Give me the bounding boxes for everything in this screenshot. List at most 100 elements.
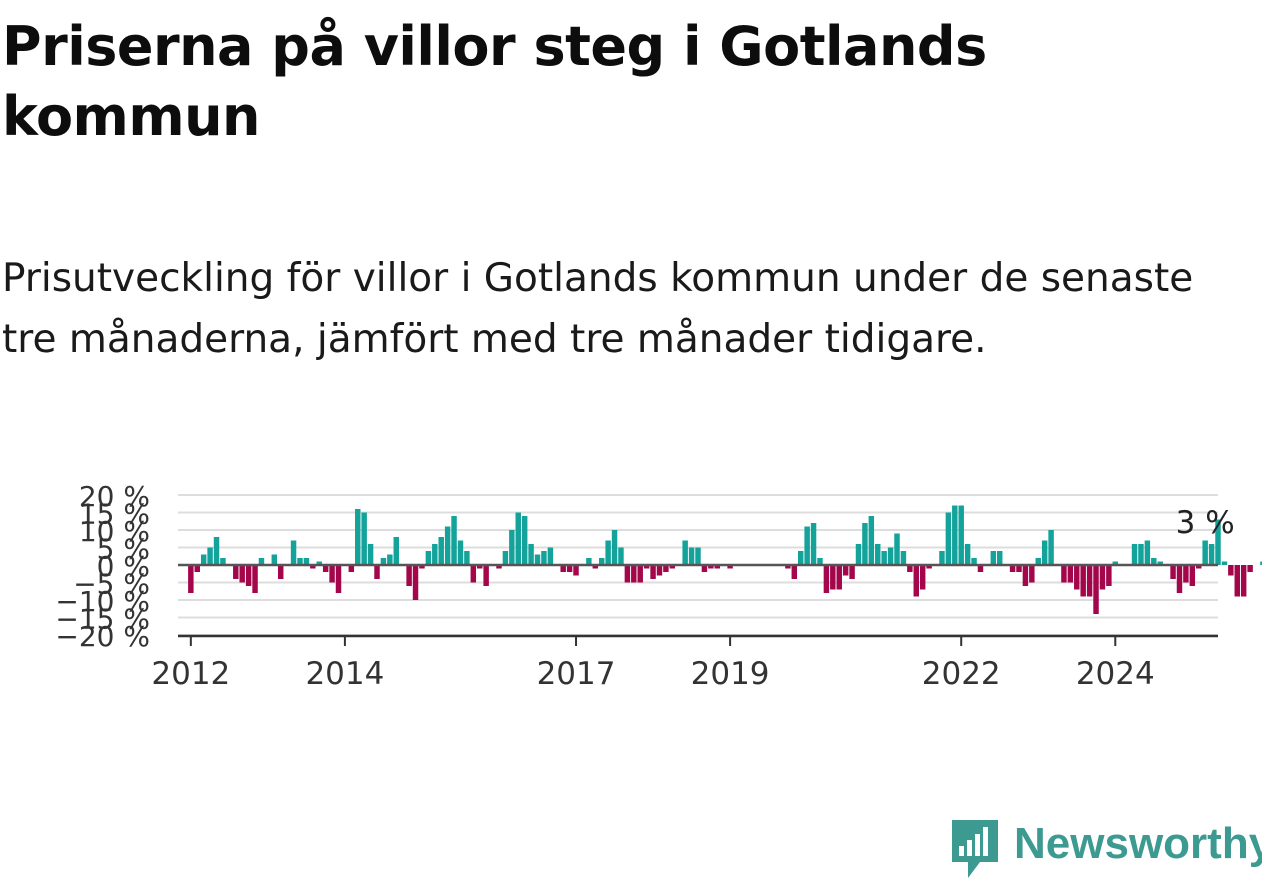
y-tick-label: −5 % bbox=[73, 568, 150, 601]
data-bar bbox=[1157, 561, 1163, 565]
data-bar bbox=[1183, 565, 1189, 583]
bar-chart-badge-icon bbox=[952, 820, 998, 878]
data-bar bbox=[1041, 540, 1048, 565]
data-bar bbox=[233, 565, 239, 579]
data-bar bbox=[605, 540, 611, 565]
data-bar bbox=[509, 530, 515, 565]
data-bar bbox=[1234, 565, 1240, 597]
data-bar bbox=[875, 544, 881, 565]
data-bar bbox=[855, 544, 862, 565]
data-bar bbox=[823, 565, 830, 593]
data-bar bbox=[316, 561, 322, 565]
data-bar bbox=[1035, 558, 1041, 565]
x-tick-label: 2017 bbox=[537, 656, 616, 692]
data-bar bbox=[432, 544, 438, 565]
data-bar bbox=[894, 533, 900, 565]
data-bar bbox=[997, 551, 1003, 565]
data-bar bbox=[1176, 565, 1183, 593]
data-bar bbox=[1080, 565, 1086, 597]
data-bar bbox=[220, 558, 226, 565]
data-bar bbox=[1196, 565, 1202, 569]
data-bar bbox=[907, 565, 913, 572]
data-bar bbox=[1112, 561, 1119, 565]
bar-chart: 20 %15 %10 %5 %0 %−5 %−10 %−15 %−20 %201… bbox=[55, 480, 1262, 692]
data-bar bbox=[387, 554, 393, 565]
data-bar bbox=[477, 565, 483, 569]
data-bar bbox=[682, 540, 688, 565]
data-bar bbox=[643, 565, 650, 569]
data-bar bbox=[1221, 561, 1228, 565]
data-bar bbox=[252, 565, 258, 593]
data-bar bbox=[470, 565, 477, 583]
data-bar bbox=[586, 558, 592, 565]
data-bar bbox=[451, 516, 457, 565]
data-bar bbox=[521, 516, 528, 565]
data-bar bbox=[374, 565, 380, 579]
data-bar bbox=[502, 551, 509, 565]
data-bar bbox=[688, 547, 695, 565]
x-tick-label: 2022 bbox=[922, 656, 1001, 692]
data-bar bbox=[1074, 565, 1080, 590]
data-bar bbox=[464, 551, 470, 565]
data-bar bbox=[367, 544, 374, 565]
data-bar bbox=[393, 537, 399, 565]
data-bar bbox=[496, 565, 502, 569]
data-bar bbox=[1093, 565, 1099, 614]
data-bar bbox=[945, 512, 952, 565]
y-tick-label: 5 % bbox=[97, 533, 150, 566]
data-bar bbox=[1260, 561, 1262, 565]
data-bar bbox=[598, 558, 605, 565]
data-bar bbox=[541, 551, 547, 565]
data-bar bbox=[406, 565, 412, 586]
x-tick-label: 2014 bbox=[305, 656, 384, 692]
data-bar bbox=[310, 565, 316, 569]
data-bar bbox=[361, 512, 367, 565]
chart-title: Priserna på villor steg i Gotlands kommu… bbox=[2, 15, 987, 148]
data-bar bbox=[1009, 565, 1016, 572]
data-bar bbox=[271, 554, 278, 565]
data-bar bbox=[1240, 565, 1247, 597]
data-bar bbox=[618, 547, 624, 565]
data-bar bbox=[611, 530, 618, 565]
data-bar bbox=[939, 551, 945, 565]
data-bar bbox=[592, 565, 599, 569]
data-bar bbox=[810, 523, 817, 565]
data-bar bbox=[913, 565, 919, 597]
data-bar bbox=[714, 565, 720, 569]
data-bar bbox=[849, 565, 855, 579]
data-bar bbox=[977, 565, 984, 572]
data-bar bbox=[958, 505, 964, 565]
data-bar bbox=[1022, 565, 1029, 586]
data-bar bbox=[701, 565, 708, 572]
x-tick-label: 2012 bbox=[151, 656, 230, 692]
data-bar bbox=[1144, 540, 1151, 565]
data-bar bbox=[708, 565, 714, 569]
data-bar bbox=[277, 565, 284, 579]
y-tick-label: 15 % bbox=[79, 498, 150, 531]
chart-subtitle: Prisutveckling för villor i Gotlands kom… bbox=[2, 256, 1194, 362]
data-bar bbox=[348, 565, 355, 572]
data-bar bbox=[631, 565, 637, 583]
data-bar bbox=[695, 547, 701, 565]
data-bar bbox=[900, 551, 907, 565]
data-bar bbox=[483, 565, 489, 586]
data-bar bbox=[335, 565, 342, 593]
data-bar bbox=[1061, 565, 1067, 583]
data-bar bbox=[881, 551, 887, 565]
data-bar bbox=[1215, 519, 1221, 565]
data-bar bbox=[1029, 565, 1035, 583]
data-bar bbox=[245, 565, 252, 586]
data-bar bbox=[457, 540, 464, 565]
data-bar bbox=[297, 558, 303, 565]
data-bar bbox=[804, 526, 810, 565]
data-bar bbox=[419, 565, 425, 569]
data-bar bbox=[663, 565, 669, 572]
data-bar bbox=[239, 565, 245, 583]
data-bar bbox=[329, 565, 335, 583]
y-tick-label: 20 % bbox=[79, 480, 150, 513]
y-tick-label: 10 % bbox=[79, 515, 150, 548]
data-bar bbox=[194, 565, 200, 572]
data-bar bbox=[836, 565, 842, 590]
data-bar bbox=[1106, 565, 1112, 586]
data-bar bbox=[971, 558, 977, 565]
